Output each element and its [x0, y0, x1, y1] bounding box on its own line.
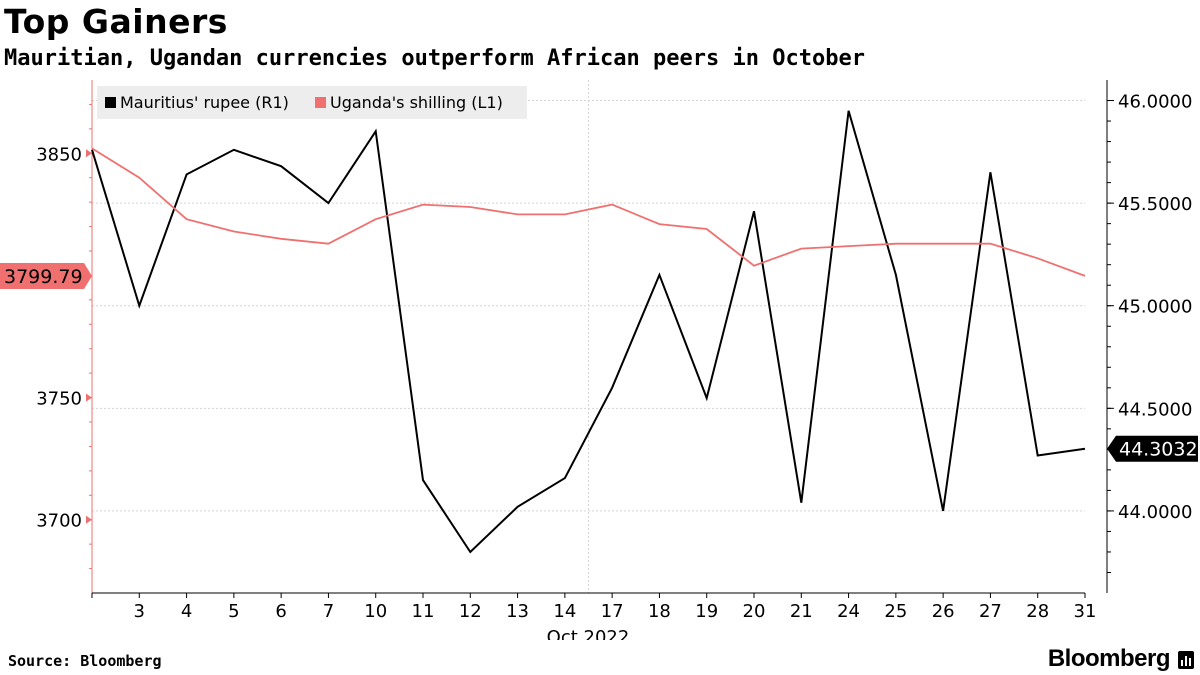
legend: Mauritius' rupee (R1) Uganda's shilling (… — [97, 86, 527, 119]
x-axis: 3 4 5 6 7 10 11 12 13 14 17 18 19 20 21 24 25 26 27 28 31 Oct… — [91, 592, 1097, 640]
legend-swatch — [105, 97, 116, 108]
right-axis-tick-label: 45.5000 — [1118, 194, 1192, 215]
right-axis: 44.0000 44.5000 45.0000 45.5000 46.0000 — [1106, 80, 1192, 593]
left-axis: 3700 3750 3850 — [36, 80, 93, 593]
x-axis-tick-label: 21 — [790, 601, 813, 622]
series-layer — [91, 110, 1086, 554]
x-axis-tick-label: 18 — [648, 601, 671, 622]
x-axis-tick-label: 6 — [275, 601, 286, 622]
legend-background — [97, 86, 527, 119]
right-axis-tick-label: 44.5000 — [1118, 399, 1192, 420]
left-axis-tick-label: 3700 — [36, 511, 82, 532]
chart-subtitle: Mauritian, Ugandan currencies outperform… — [4, 46, 865, 71]
x-axis-tick-label: 24 — [837, 601, 860, 622]
bloomberg-logo: Bloomberg — [1047, 645, 1171, 672]
x-axis-tick-label: 3 — [134, 601, 145, 622]
x-axis-tick-label: 20 — [743, 601, 766, 622]
x-axis-tick-label: 10 — [364, 601, 387, 622]
x-axis-tick-label: 28 — [1026, 601, 1049, 622]
legend-label: Mauritius' rupee (R1) — [120, 93, 289, 112]
right-axis-tick-label: 44.0000 — [1118, 502, 1192, 523]
left-axis-tick-label: 3750 — [36, 389, 82, 410]
legend-swatch — [315, 97, 326, 108]
right-axis-tick-label: 46.0000 — [1118, 92, 1192, 113]
x-axis-tick-label: 5 — [228, 601, 239, 622]
grid-lines — [92, 80, 1085, 593]
legend-label: Uganda's shilling (L1) — [330, 93, 503, 112]
x-axis-tick-label: 27 — [979, 601, 1002, 622]
left-axis-tick-marker — [86, 393, 92, 402]
x-axis-tick-label: 14 — [553, 601, 576, 622]
chart-title: Top Gainers — [4, 2, 228, 41]
x-axis-tick-label: 26 — [932, 601, 955, 622]
x-axis-label: Oct 2022 — [547, 627, 630, 640]
left-axis-tick-label: 3850 — [36, 144, 82, 165]
mauritius-last-value-marker — [1107, 435, 1198, 462]
x-axis-tick-label: 31 — [1074, 601, 1097, 622]
chart-canvas: 3700 3750 3850 44.0000 44.5000 45.0000 45.500… — [0, 80, 1198, 640]
mauritius-last-value-label: 44.3032 — [1119, 439, 1198, 461]
x-axis-tick-label: 12 — [459, 601, 482, 622]
x-axis-tick-label: 13 — [506, 601, 529, 622]
bloomberg-logo-icon — [1178, 651, 1194, 669]
left-axis-tick-marker — [86, 149, 92, 158]
end-value-labels: 3799.79 44.3032 — [0, 262, 1198, 462]
mauritius-rupee-line — [91, 110, 1086, 554]
x-axis-tick-label: 25 — [884, 601, 907, 622]
uganda-last-value-label: 3799.79 — [4, 266, 83, 288]
right-axis-tick-label: 45.0000 — [1118, 297, 1192, 318]
source-note: Source: Bloomberg — [8, 652, 162, 670]
x-axis-tick-label: 17 — [601, 601, 624, 622]
x-axis-tick-label: 19 — [695, 601, 718, 622]
left-axis-tick-marker — [86, 515, 92, 524]
uganda-last-value-marker — [0, 262, 92, 289]
x-axis-tick-label: 4 — [181, 601, 192, 622]
x-axis-tick-label: 11 — [412, 601, 435, 622]
x-axis-tick-label: 7 — [323, 601, 334, 622]
uganda-shilling-line — [91, 147, 1086, 277]
